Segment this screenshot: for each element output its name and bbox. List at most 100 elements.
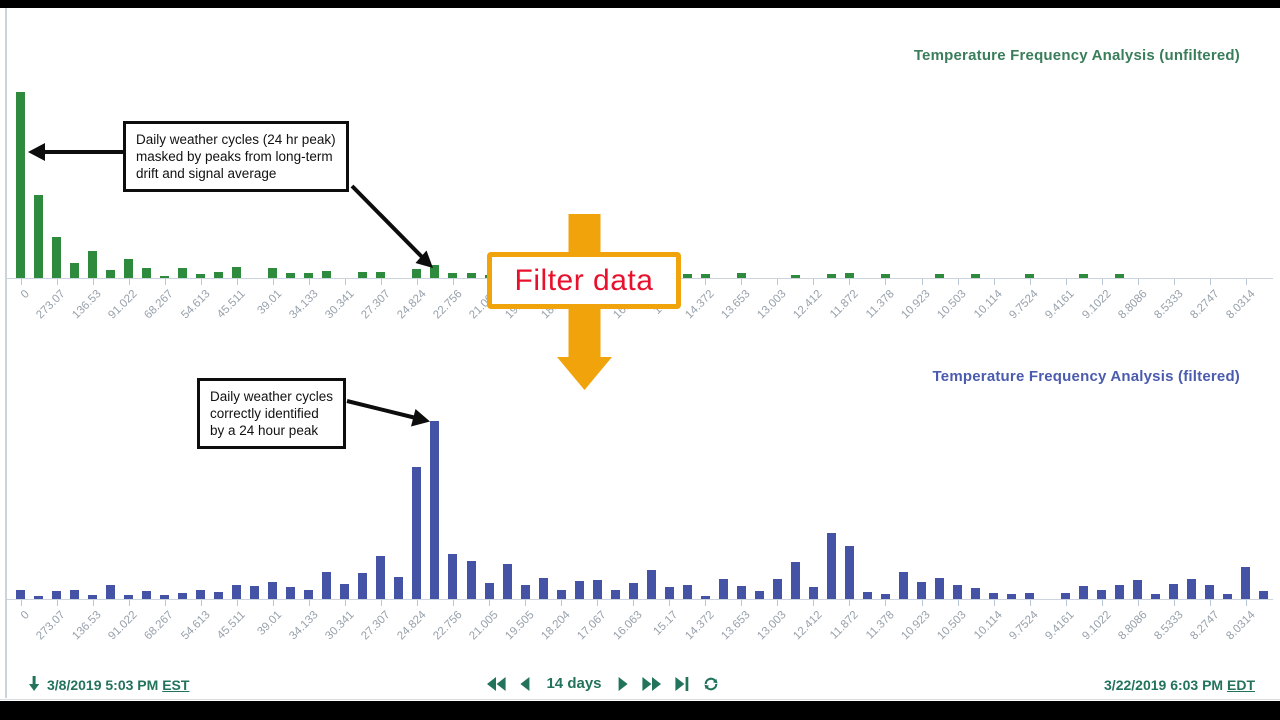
bar bbox=[484, 583, 494, 599]
annotation-line: by a 24 hour peak bbox=[210, 423, 319, 438]
skip-to-end-button[interactable] bbox=[674, 676, 689, 691]
x-tick bbox=[777, 600, 779, 606]
x-tick-label: 24.824 bbox=[395, 288, 429, 322]
step-back-button[interactable] bbox=[520, 676, 530, 691]
fast-rewind-button[interactable] bbox=[487, 676, 507, 691]
bar bbox=[214, 272, 224, 278]
x-tick bbox=[308, 279, 310, 285]
bar bbox=[322, 572, 332, 599]
start-timezone-link[interactable]: EST bbox=[162, 677, 190, 693]
x-tick-label: 14.372 bbox=[683, 288, 717, 322]
x-tick bbox=[380, 279, 382, 285]
bar bbox=[790, 275, 800, 278]
bar bbox=[520, 585, 530, 599]
bar bbox=[880, 274, 890, 278]
x-tick bbox=[885, 279, 887, 285]
bar bbox=[718, 579, 728, 599]
x-tick-label: 0 bbox=[18, 609, 32, 623]
x-tick-label: 39.01 bbox=[255, 609, 285, 638]
x-tick-label: 16.063 bbox=[611, 609, 645, 643]
x-tick bbox=[597, 600, 599, 606]
start-time[interactable]: 3/8/2019 5:03 PM EST bbox=[47, 677, 189, 693]
fast-forward-button[interactable] bbox=[641, 676, 661, 691]
annotation-line: drift and signal average bbox=[136, 166, 277, 181]
x-tick bbox=[957, 279, 959, 285]
start-date-text: 3/8/2019 5:03 PM bbox=[47, 677, 159, 693]
refresh-button[interactable] bbox=[703, 676, 719, 692]
bar bbox=[1079, 586, 1089, 599]
x-tick bbox=[849, 600, 851, 606]
x-tick-label: 9.7524 bbox=[1007, 609, 1042, 643]
bar bbox=[592, 580, 602, 599]
x-tick bbox=[20, 600, 22, 606]
bar bbox=[16, 92, 25, 278]
bar bbox=[1259, 591, 1269, 599]
x-tick-label: 12.412 bbox=[791, 288, 825, 322]
bar bbox=[1169, 584, 1179, 599]
bar bbox=[358, 573, 368, 599]
down-arrow-icon bbox=[29, 676, 40, 691]
step-forward-icon bbox=[618, 676, 628, 691]
time-range-label[interactable]: 14 days bbox=[546, 675, 602, 692]
bar bbox=[1133, 580, 1143, 599]
x-tick bbox=[20, 279, 22, 285]
x-tick bbox=[741, 600, 743, 606]
bar bbox=[1025, 593, 1035, 599]
end-date-text: 3/22/2019 6:03 PM bbox=[1104, 677, 1224, 693]
x-tick bbox=[1245, 600, 1247, 606]
x-tick bbox=[993, 279, 995, 285]
fast-forward-icon bbox=[641, 676, 661, 691]
bar bbox=[448, 554, 458, 599]
end-time[interactable]: 3/22/2019 6:03 PM EDT bbox=[1104, 677, 1255, 693]
bar bbox=[1223, 594, 1233, 599]
x-tick-label: 17.067 bbox=[575, 609, 609, 643]
x-tick-label: 68.267 bbox=[142, 609, 177, 643]
x-tick-label: 15.17 bbox=[651, 609, 681, 638]
bar bbox=[1115, 585, 1125, 599]
bar bbox=[953, 585, 963, 599]
bar bbox=[88, 595, 98, 599]
bar bbox=[971, 588, 981, 599]
bar bbox=[736, 273, 746, 278]
x-tick-label: 54.613 bbox=[178, 288, 213, 322]
bar bbox=[646, 570, 656, 599]
x-tick bbox=[1065, 279, 1067, 285]
x-tick bbox=[777, 279, 779, 285]
x-tick bbox=[957, 600, 959, 606]
bar bbox=[412, 467, 422, 599]
bar bbox=[935, 578, 945, 599]
x-tick bbox=[525, 600, 527, 606]
x-tick-label: 34.133 bbox=[286, 609, 321, 643]
step-forward-button[interactable] bbox=[618, 676, 628, 691]
x-tick-label: 9.4161 bbox=[1043, 288, 1078, 322]
bar bbox=[1115, 274, 1125, 278]
bar bbox=[106, 585, 116, 599]
x-tick bbox=[236, 600, 238, 606]
x-tick bbox=[1065, 600, 1067, 606]
time-navigation: 14 days bbox=[470, 675, 736, 692]
x-tick bbox=[164, 600, 166, 606]
bar bbox=[700, 596, 710, 599]
x-tick bbox=[380, 600, 382, 606]
x-tick bbox=[813, 600, 815, 606]
x-axis bbox=[7, 599, 1273, 600]
bar bbox=[304, 273, 314, 278]
x-tick bbox=[561, 600, 563, 606]
x-tick-label: 22.756 bbox=[431, 609, 465, 643]
bar bbox=[376, 272, 386, 278]
x-tick-label: 91.022 bbox=[106, 288, 141, 322]
bar bbox=[538, 578, 548, 599]
x-tick bbox=[993, 600, 995, 606]
timebar: 3/8/2019 5:03 PM EST 14 days bbox=[0, 670, 1280, 700]
x-tick bbox=[272, 600, 274, 606]
bar bbox=[808, 587, 818, 599]
x-tick-label: 24.824 bbox=[395, 609, 429, 643]
bar bbox=[917, 582, 926, 599]
bar bbox=[124, 595, 134, 599]
x-tick bbox=[344, 279, 346, 285]
annotation-filtered: Daily weather cycles correctly identifie… bbox=[197, 378, 347, 449]
annotation-unfiltered: Daily weather cycles (24 hr peak) masked… bbox=[123, 121, 349, 192]
x-tick bbox=[344, 600, 346, 606]
x-tick-label: 8.0314 bbox=[1223, 288, 1258, 322]
end-timezone-link[interactable]: EDT bbox=[1227, 677, 1255, 693]
